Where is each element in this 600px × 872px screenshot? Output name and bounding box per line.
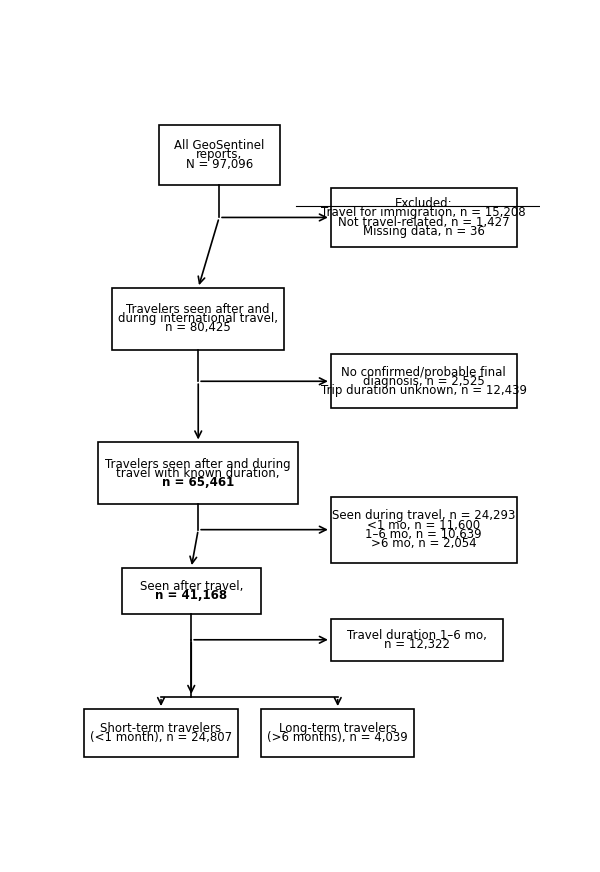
FancyBboxPatch shape	[331, 619, 503, 661]
FancyBboxPatch shape	[121, 568, 261, 614]
Text: Long-term travelers: Long-term travelers	[279, 722, 397, 735]
Text: Seen during travel, n = 24,293: Seen during travel, n = 24,293	[332, 509, 515, 522]
FancyBboxPatch shape	[331, 187, 517, 247]
Text: No confirmed/probable final: No confirmed/probable final	[341, 365, 506, 378]
Text: Not travel-related, n = 1,427: Not travel-related, n = 1,427	[338, 215, 509, 228]
Text: Missing data, n = 36: Missing data, n = 36	[363, 225, 485, 238]
Text: n = 80,425: n = 80,425	[166, 322, 231, 335]
Text: All GeoSentinel: All GeoSentinel	[174, 140, 265, 153]
FancyBboxPatch shape	[84, 709, 238, 757]
Text: Excluded:: Excluded:	[395, 197, 452, 210]
FancyBboxPatch shape	[112, 288, 284, 350]
Text: (>6 months), n = 4,039: (>6 months), n = 4,039	[268, 732, 408, 744]
Text: n = 41,168: n = 41,168	[155, 589, 227, 602]
Text: travel with known duration,: travel with known duration,	[116, 467, 280, 480]
Text: <1 mo, n = 11,600: <1 mo, n = 11,600	[367, 519, 481, 532]
Text: n = 65,461: n = 65,461	[162, 476, 235, 489]
FancyBboxPatch shape	[331, 497, 517, 562]
FancyBboxPatch shape	[261, 709, 415, 757]
Text: Travelers seen after and: Travelers seen after and	[127, 303, 270, 317]
Text: Travel duration 1–6 mo,: Travel duration 1–6 mo,	[347, 629, 487, 642]
Text: reports,: reports,	[196, 148, 242, 161]
Text: (<1 month), n = 24,807: (<1 month), n = 24,807	[90, 732, 232, 744]
Text: Seen after travel,: Seen after travel,	[140, 580, 243, 593]
Text: during international travel,: during international travel,	[118, 312, 278, 325]
Text: Travelers seen after and during: Travelers seen after and during	[106, 458, 291, 471]
Text: Trip duration unknown, n = 12,439: Trip duration unknown, n = 12,439	[321, 384, 527, 397]
Text: 1–6 mo, n = 10,639: 1–6 mo, n = 10,639	[365, 528, 482, 541]
Text: n = 12,322: n = 12,322	[384, 637, 450, 651]
FancyBboxPatch shape	[158, 125, 280, 185]
Text: diagnosis, n = 2,525: diagnosis, n = 2,525	[363, 375, 485, 388]
Text: N = 97,096: N = 97,096	[185, 158, 253, 171]
Text: Short-term travelers: Short-term travelers	[100, 722, 221, 735]
Text: Travel for immigration, n = 15,208: Travel for immigration, n = 15,208	[322, 207, 526, 220]
FancyBboxPatch shape	[331, 354, 517, 408]
FancyBboxPatch shape	[98, 442, 298, 504]
Text: >6 mo, n = 2,054: >6 mo, n = 2,054	[371, 537, 476, 550]
